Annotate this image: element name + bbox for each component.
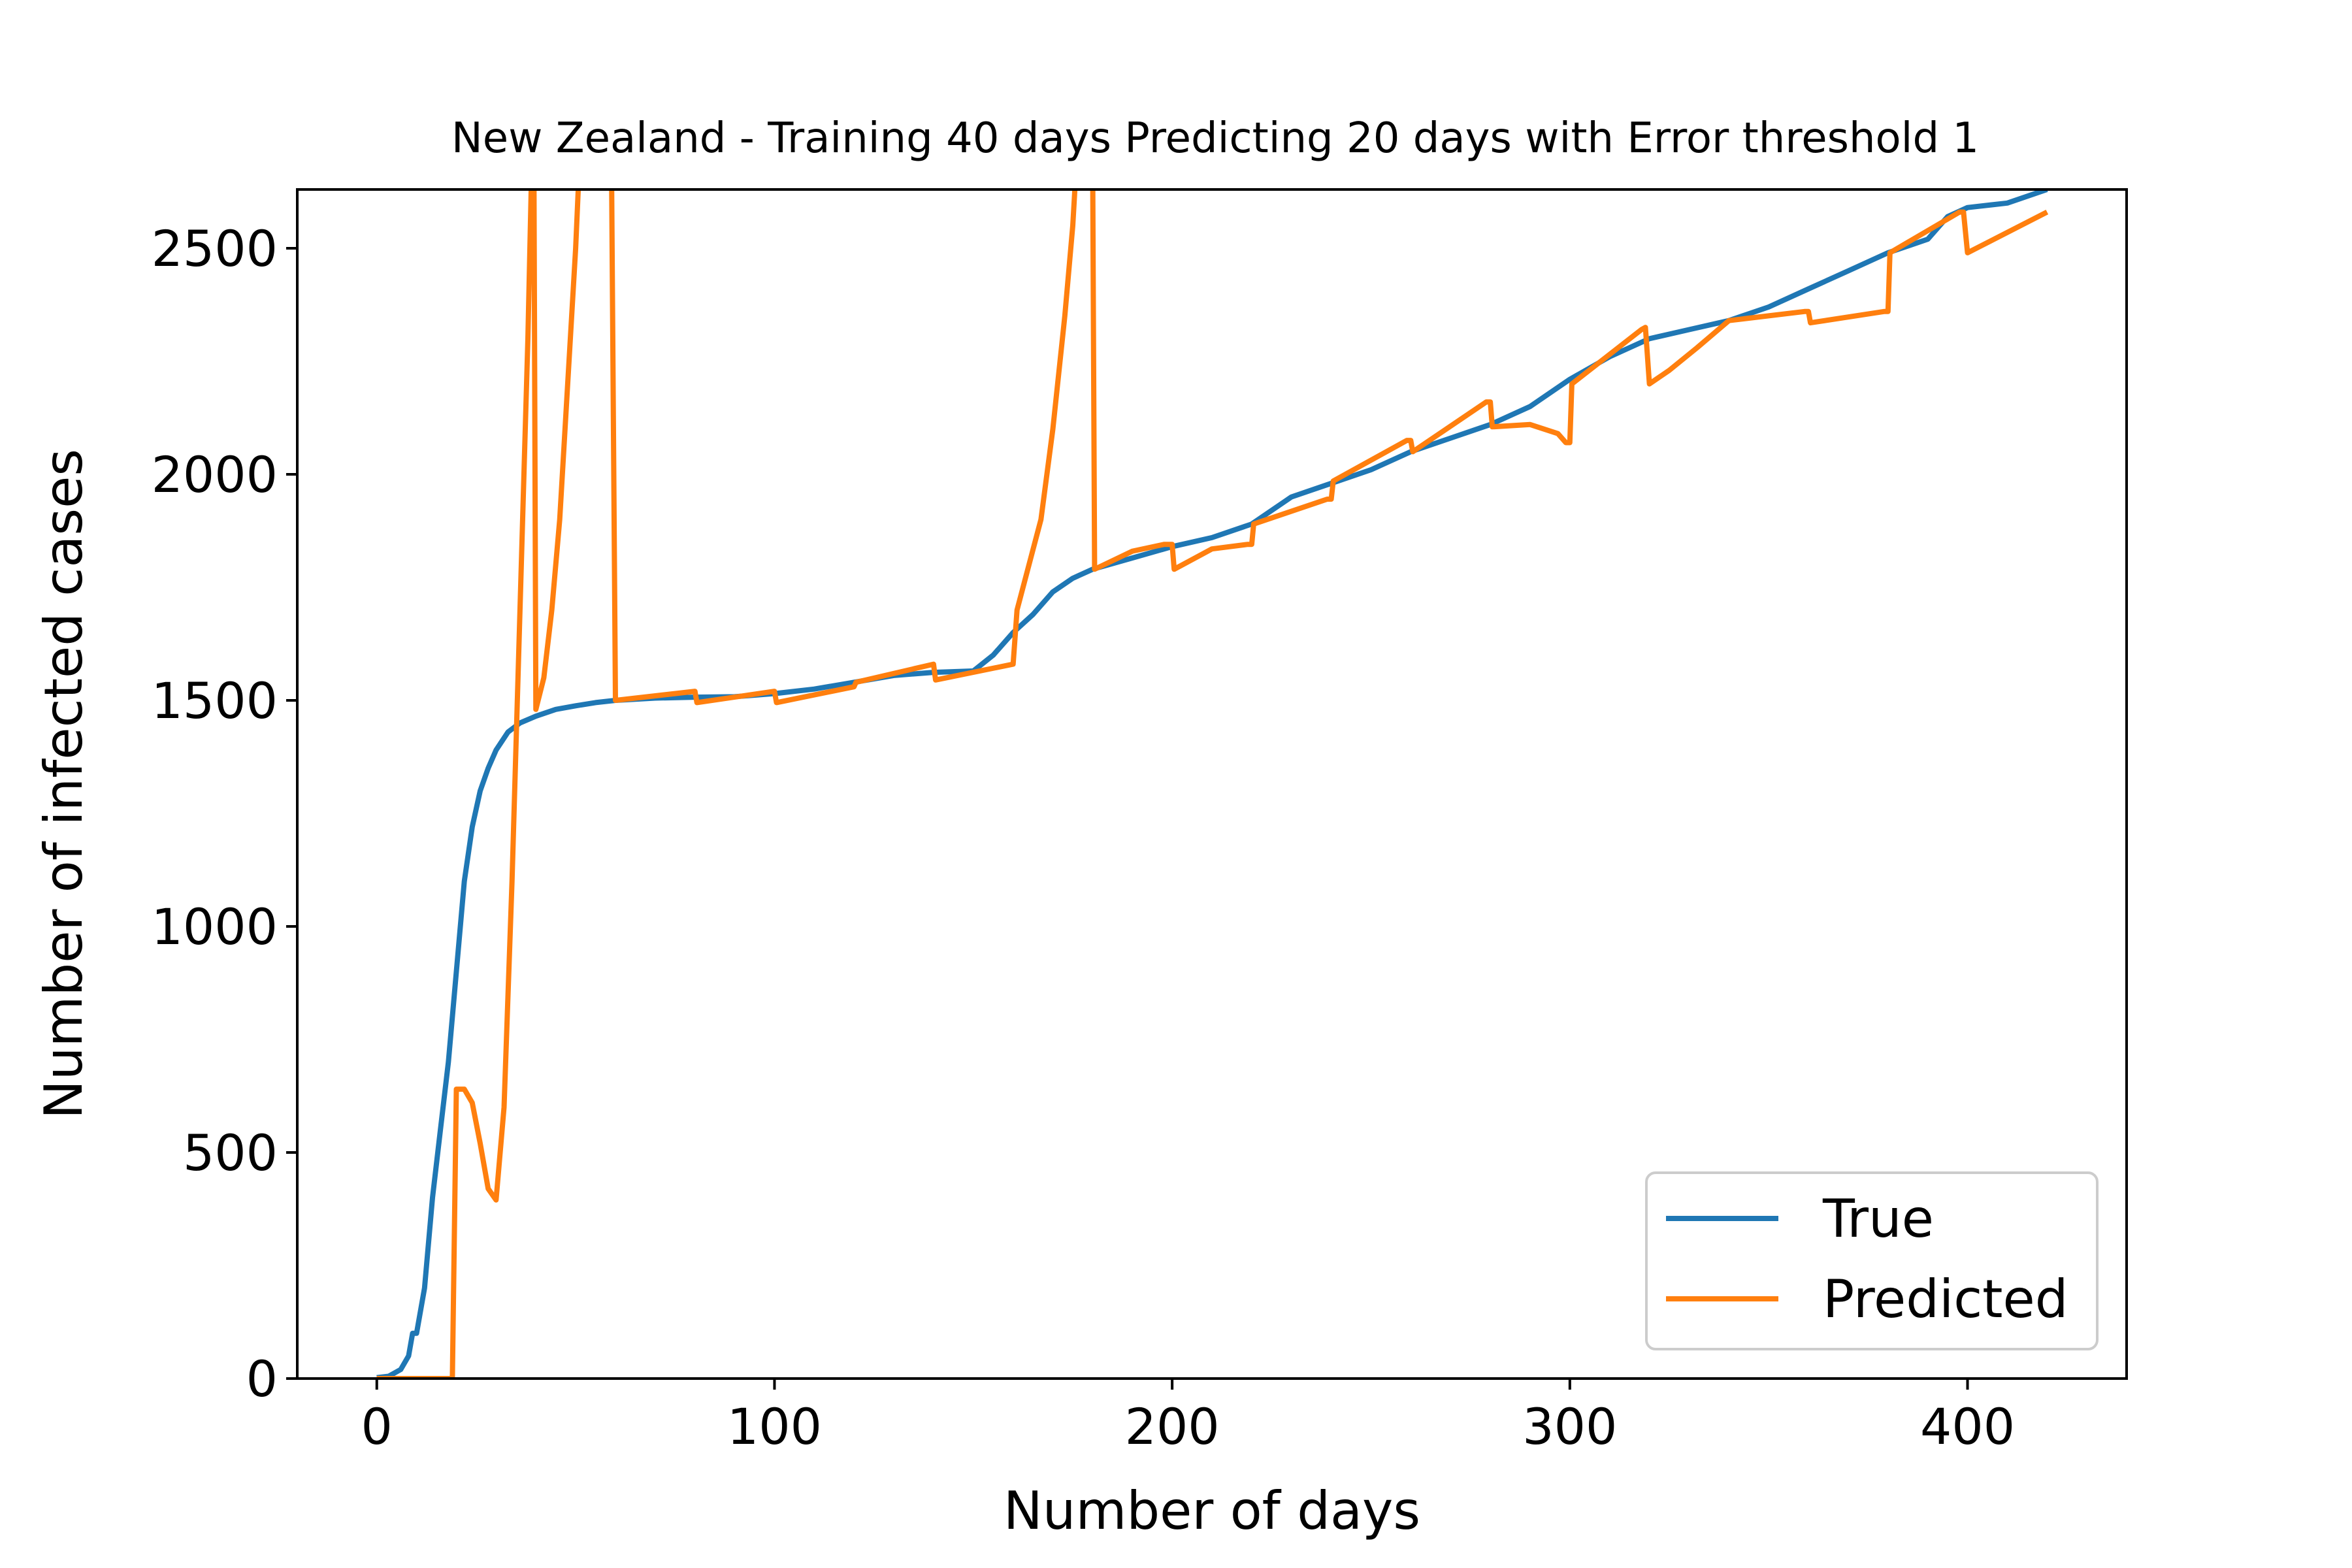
x-tick-label: 200 [1125,1397,1220,1456]
y-tick-label: 2000 [152,446,278,504]
legend-label-predicted: Predicted [1823,1269,2068,1330]
chart-title: New Zealand - Training 40 days Predictin… [451,114,1979,163]
x-tick-label: 100 [727,1397,822,1456]
y-tick-label: 2500 [152,220,278,278]
y-axis-label: Number of infected cases [33,449,94,1119]
x-tick-label: 0 [361,1397,393,1456]
x-axis: 0 100 200 300 400 [361,1379,2015,1456]
x-axis-label: Number of days [1004,1480,1420,1541]
x-tick-label: 400 [1920,1397,2015,1456]
y-axis: 0 500 1000 1500 2000 2500 [152,220,297,1408]
y-tick-label: 500 [183,1124,278,1182]
y-tick-label: 1500 [152,672,278,730]
plot-frame [296,188,2128,1380]
y-tick-label: 0 [246,1350,278,1408]
legend-label-true: True [1822,1188,1934,1249]
y-tick-label: 1000 [152,898,278,956]
series-layer [376,189,2049,1379]
x-tick-label: 300 [1522,1397,1617,1456]
legend: True Predicted [1645,1171,2099,1350]
series-line-predicted [376,189,2049,1379]
